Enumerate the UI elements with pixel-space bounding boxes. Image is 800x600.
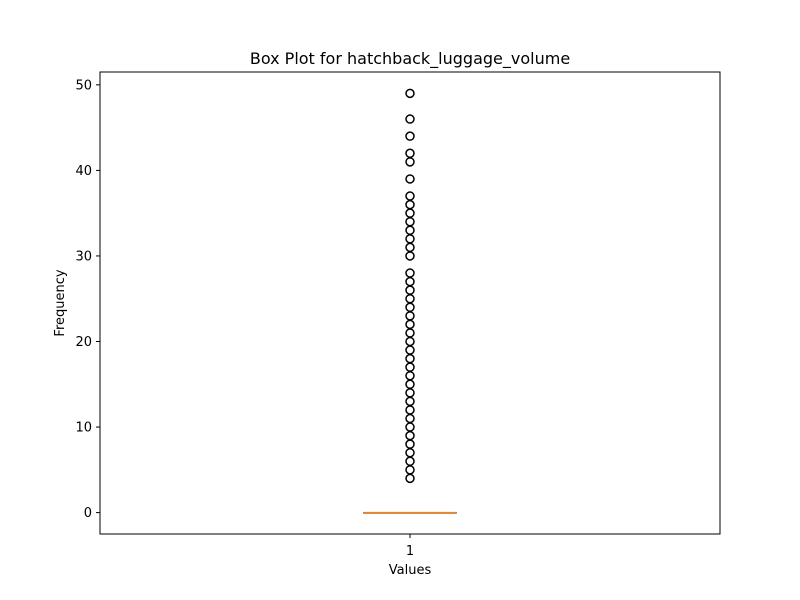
y-axis-label: Frequency [53, 269, 68, 336]
box-elements [363, 511, 457, 514]
outlier-point [405, 293, 415, 304]
plot-frame [99, 71, 721, 535]
outlier-point [405, 114, 415, 124]
outlier-point [405, 345, 415, 355]
x-tick-label: 1 [406, 544, 414, 559]
outlier-point [405, 285, 415, 295]
outlier-point [405, 319, 415, 330]
y-tick-label: 0 [84, 506, 92, 521]
outlier-point [405, 379, 415, 390]
y-tick-label: 10 [75, 421, 92, 436]
y-tick-label: 30 [75, 249, 92, 264]
outlier-point [405, 370, 415, 381]
outlier-point [405, 302, 415, 313]
outlier-point [405, 157, 415, 167]
outlier-point [405, 456, 415, 467]
y-tick-label: 40 [75, 164, 92, 179]
outlier-point [405, 199, 415, 210]
outlier-point [405, 242, 415, 253]
outlier-point [405, 88, 415, 99]
outlier-point [405, 465, 415, 475]
chart-title: Box Plot for hatchback_luggage_volume [250, 49, 570, 69]
outlier-point [405, 276, 415, 287]
outlier-point [405, 191, 415, 201]
outlier-point [405, 413, 415, 424]
outlier-point [405, 422, 415, 432]
outlier-point [405, 208, 415, 218]
outlier-points [405, 88, 415, 484]
outlier-point [405, 225, 415, 236]
outlier-point [405, 362, 415, 372]
outlier-point [405, 268, 415, 278]
outlier-point [405, 353, 415, 364]
y-axis-ticks: 0 10 20 30 40 50 [75, 78, 100, 521]
outlier-point [405, 396, 415, 407]
outlier-point [405, 328, 415, 338]
outlier-point [405, 447, 415, 458]
outlier-point [405, 216, 415, 227]
outlier-point [405, 439, 415, 449]
outlier-point [405, 311, 415, 321]
y-tick-label: 20 [75, 335, 92, 350]
outlier-point [405, 131, 415, 141]
outlier-point [405, 388, 415, 398]
outlier-point [405, 148, 415, 159]
outlier-point [405, 174, 415, 184]
outlier-point [405, 234, 415, 244]
x-axis-label: Values [389, 563, 432, 578]
outlier-point [405, 251, 415, 261]
y-tick-label: 50 [75, 78, 92, 93]
x-axis-ticks: 1 [406, 534, 414, 559]
outlier-point [405, 336, 415, 347]
outlier-point [405, 405, 415, 415]
outlier-point [405, 430, 415, 441]
outlier-point [405, 473, 415, 484]
